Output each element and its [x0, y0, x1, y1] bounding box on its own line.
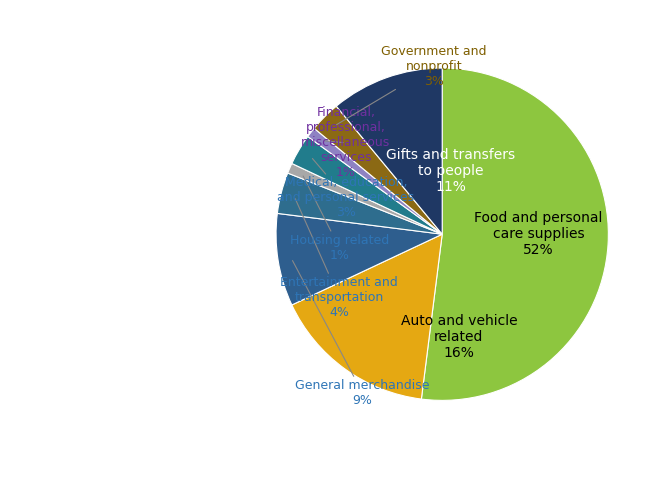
Wedge shape — [292, 234, 442, 399]
Wedge shape — [292, 137, 442, 234]
Text: Housing related
1%: Housing related 1% — [289, 176, 389, 261]
Wedge shape — [336, 68, 442, 234]
Text: Entertainment and
transportation
4%: Entertainment and transportation 4% — [280, 199, 398, 319]
Wedge shape — [277, 173, 442, 234]
Text: Gifts and transfers
to people
11%: Gifts and transfers to people 11% — [386, 148, 515, 194]
Text: Financial,
professional,
miscellaneous
services
1%: Financial, professional, miscellaneous s… — [302, 106, 391, 179]
Wedge shape — [308, 128, 442, 234]
Wedge shape — [276, 213, 442, 305]
Text: Government and
nonprofit
3%: Government and nonprofit 3% — [336, 45, 486, 125]
Text: Food and personal
care supplies
52%: Food and personal care supplies 52% — [474, 211, 603, 258]
Wedge shape — [314, 106, 442, 234]
Text: Auto and vehicle
related
16%: Auto and vehicle related 16% — [401, 314, 517, 360]
Text: General merchandise
9%: General merchandise 9% — [293, 261, 429, 407]
Wedge shape — [421, 68, 608, 401]
Wedge shape — [287, 163, 442, 234]
Text: Medical, education,
and personal services
3%: Medical, education, and personal service… — [277, 159, 414, 219]
